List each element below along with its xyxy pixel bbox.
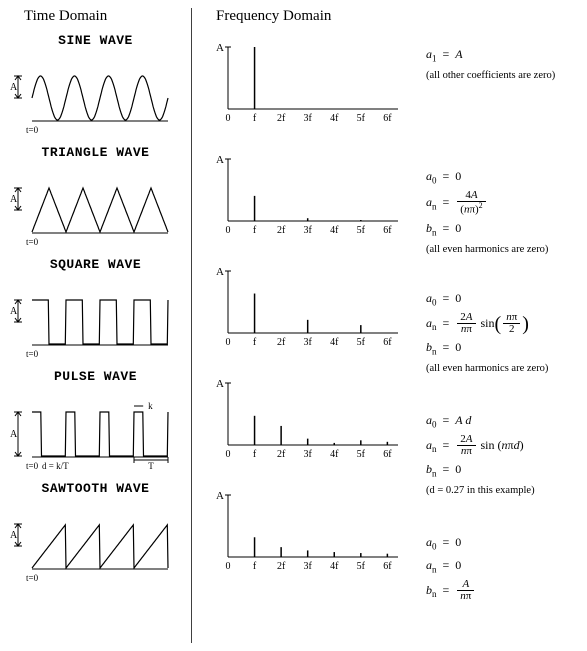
svg-text:f: f: [253, 561, 257, 572]
main-container: Time Domain SINE WAVE A t=0 TRIANGLE WAV…: [8, 8, 587, 643]
eq-header-spacer: [426, 8, 586, 25]
wave-title: PULSE WAVE: [8, 369, 183, 384]
freq-domain-column: Frequency Domain A 0 f 2f 3f 4f 5f 6f A 0 f 2f 3f…: [192, 8, 420, 643]
svg-text:6f: 6f: [383, 113, 392, 124]
time-row-pulse: PULSE WAVE A t=0 Tk d = k/T: [8, 369, 183, 481]
svg-text:f: f: [253, 225, 257, 236]
svg-text:t=0: t=0: [26, 125, 39, 135]
svg-text:A: A: [10, 194, 18, 205]
svg-text:4f: 4f: [330, 113, 339, 124]
svg-text:3f: 3f: [304, 561, 313, 572]
svg-text:t=0: t=0: [26, 573, 39, 583]
time-waveform-triangle: A t=0: [8, 160, 178, 254]
svg-text:2f: 2f: [277, 225, 286, 236]
svg-text:0: 0: [226, 449, 231, 460]
svg-text:4f: 4f: [330, 225, 339, 236]
spectrum-sine: A 0 f 2f 3f 4f 5f 6f: [200, 33, 410, 127]
svg-text:A: A: [10, 530, 18, 541]
svg-text:t=0: t=0: [26, 237, 39, 247]
svg-text:k: k: [148, 401, 153, 411]
time-waveform-pulse: A t=0 Tk d = k/T: [8, 384, 178, 478]
svg-text:2f: 2f: [277, 113, 286, 124]
svg-text:t=0: t=0: [26, 349, 39, 359]
svg-text:A: A: [10, 82, 18, 93]
svg-text:t=0: t=0: [26, 461, 39, 471]
svg-text:A: A: [216, 154, 224, 166]
wave-title: SAWTOOTH WAVE: [8, 481, 183, 496]
freq-row-square: A 0 f 2f 3f 4f 5f 6f: [200, 257, 420, 369]
freq-row-triangle: A 0 f 2f 3f 4f 5f 6f: [200, 145, 420, 257]
time-waveform-sawtooth: A t=0: [8, 496, 178, 590]
wave-title: TRIANGLE WAVE: [8, 145, 183, 160]
svg-text:6f: 6f: [383, 225, 392, 236]
svg-text:f: f: [253, 113, 257, 124]
svg-text:3f: 3f: [304, 225, 313, 236]
wave-title: SQUARE WAVE: [8, 257, 183, 272]
svg-text:6f: 6f: [383, 337, 392, 348]
svg-text:A: A: [216, 266, 224, 278]
time-row-square: SQUARE WAVE A t=0: [8, 257, 183, 369]
time-waveform-sine: A t=0: [8, 48, 178, 142]
spectrum-triangle: A 0 f 2f 3f 4f 5f 6f: [200, 145, 410, 239]
wave-title: SINE WAVE: [8, 33, 183, 48]
svg-text:4f: 4f: [330, 337, 339, 348]
svg-text:5f: 5f: [357, 225, 366, 236]
svg-text:A: A: [216, 42, 224, 54]
svg-text:2f: 2f: [277, 561, 286, 572]
time-waveform-square: A t=0: [8, 272, 178, 366]
svg-text:f: f: [253, 449, 257, 460]
time-row-sine: SINE WAVE A t=0: [8, 33, 183, 145]
svg-text:0: 0: [226, 561, 231, 572]
svg-text:5f: 5f: [357, 449, 366, 460]
svg-text:0: 0: [226, 337, 231, 348]
svg-text:3f: 3f: [304, 337, 313, 348]
svg-text:3f: 3f: [304, 113, 313, 124]
svg-text:0: 0: [226, 225, 231, 236]
freq-row-sawtooth: A 0 f 2f 3f 4f 5f 6f: [200, 481, 420, 593]
time-domain-column: Time Domain SINE WAVE A t=0 TRIANGLE WAV…: [8, 8, 192, 643]
eq-row-pulse: a0 = A dan = 2Anπ sin (nπd)bn = 0(d = 0.…: [426, 399, 586, 521]
freq-row-pulse: A 0 f 2f 3f 4f 5f 6f: [200, 369, 420, 481]
equations-column: a1 = A(all other coefficients are zero)a…: [420, 8, 586, 643]
spectrum-pulse: A 0 f 2f 3f 4f 5f 6f: [200, 369, 410, 463]
spectrum-sawtooth: A 0 f 2f 3f 4f 5f 6f: [200, 481, 410, 575]
eq-row-square: a0 = 0an = 2Anπ sin(nπ2)bn = 0(all even …: [426, 277, 586, 399]
freq-row-sine: A 0 f 2f 3f 4f 5f 6f: [200, 33, 420, 145]
svg-text:d = k/T: d = k/T: [42, 461, 69, 471]
svg-text:0: 0: [226, 113, 231, 124]
eq-row-sine: a1 = A(all other coefficients are zero): [426, 33, 586, 155]
eq-row-sawtooth: a0 = 0an = 0bn = Anπ: [426, 521, 586, 643]
time-domain-header: Time Domain: [8, 8, 183, 25]
svg-text:A: A: [10, 429, 18, 440]
svg-text:2f: 2f: [277, 337, 286, 348]
time-row-sawtooth: SAWTOOTH WAVE A t=0: [8, 481, 183, 593]
svg-text:6f: 6f: [383, 449, 392, 460]
svg-text:5f: 5f: [357, 113, 366, 124]
svg-text:5f: 5f: [357, 561, 366, 572]
svg-text:4f: 4f: [330, 449, 339, 460]
freq-domain-header: Frequency Domain: [200, 8, 420, 25]
svg-text:6f: 6f: [383, 561, 392, 572]
spectrum-square: A 0 f 2f 3f 4f 5f 6f: [200, 257, 410, 351]
svg-text:5f: 5f: [357, 337, 366, 348]
eq-row-triangle: a0 = 0an = 4A(nπ)2bn = 0(all even harmon…: [426, 155, 586, 277]
svg-text:4f: 4f: [330, 561, 339, 572]
svg-text:A: A: [216, 378, 224, 390]
svg-text:A: A: [216, 490, 224, 502]
svg-text:A: A: [10, 306, 18, 317]
svg-text:2f: 2f: [277, 449, 286, 460]
svg-text:3f: 3f: [304, 449, 313, 460]
svg-text:f: f: [253, 337, 257, 348]
svg-text:T: T: [148, 461, 154, 471]
time-row-triangle: TRIANGLE WAVE A t=0: [8, 145, 183, 257]
